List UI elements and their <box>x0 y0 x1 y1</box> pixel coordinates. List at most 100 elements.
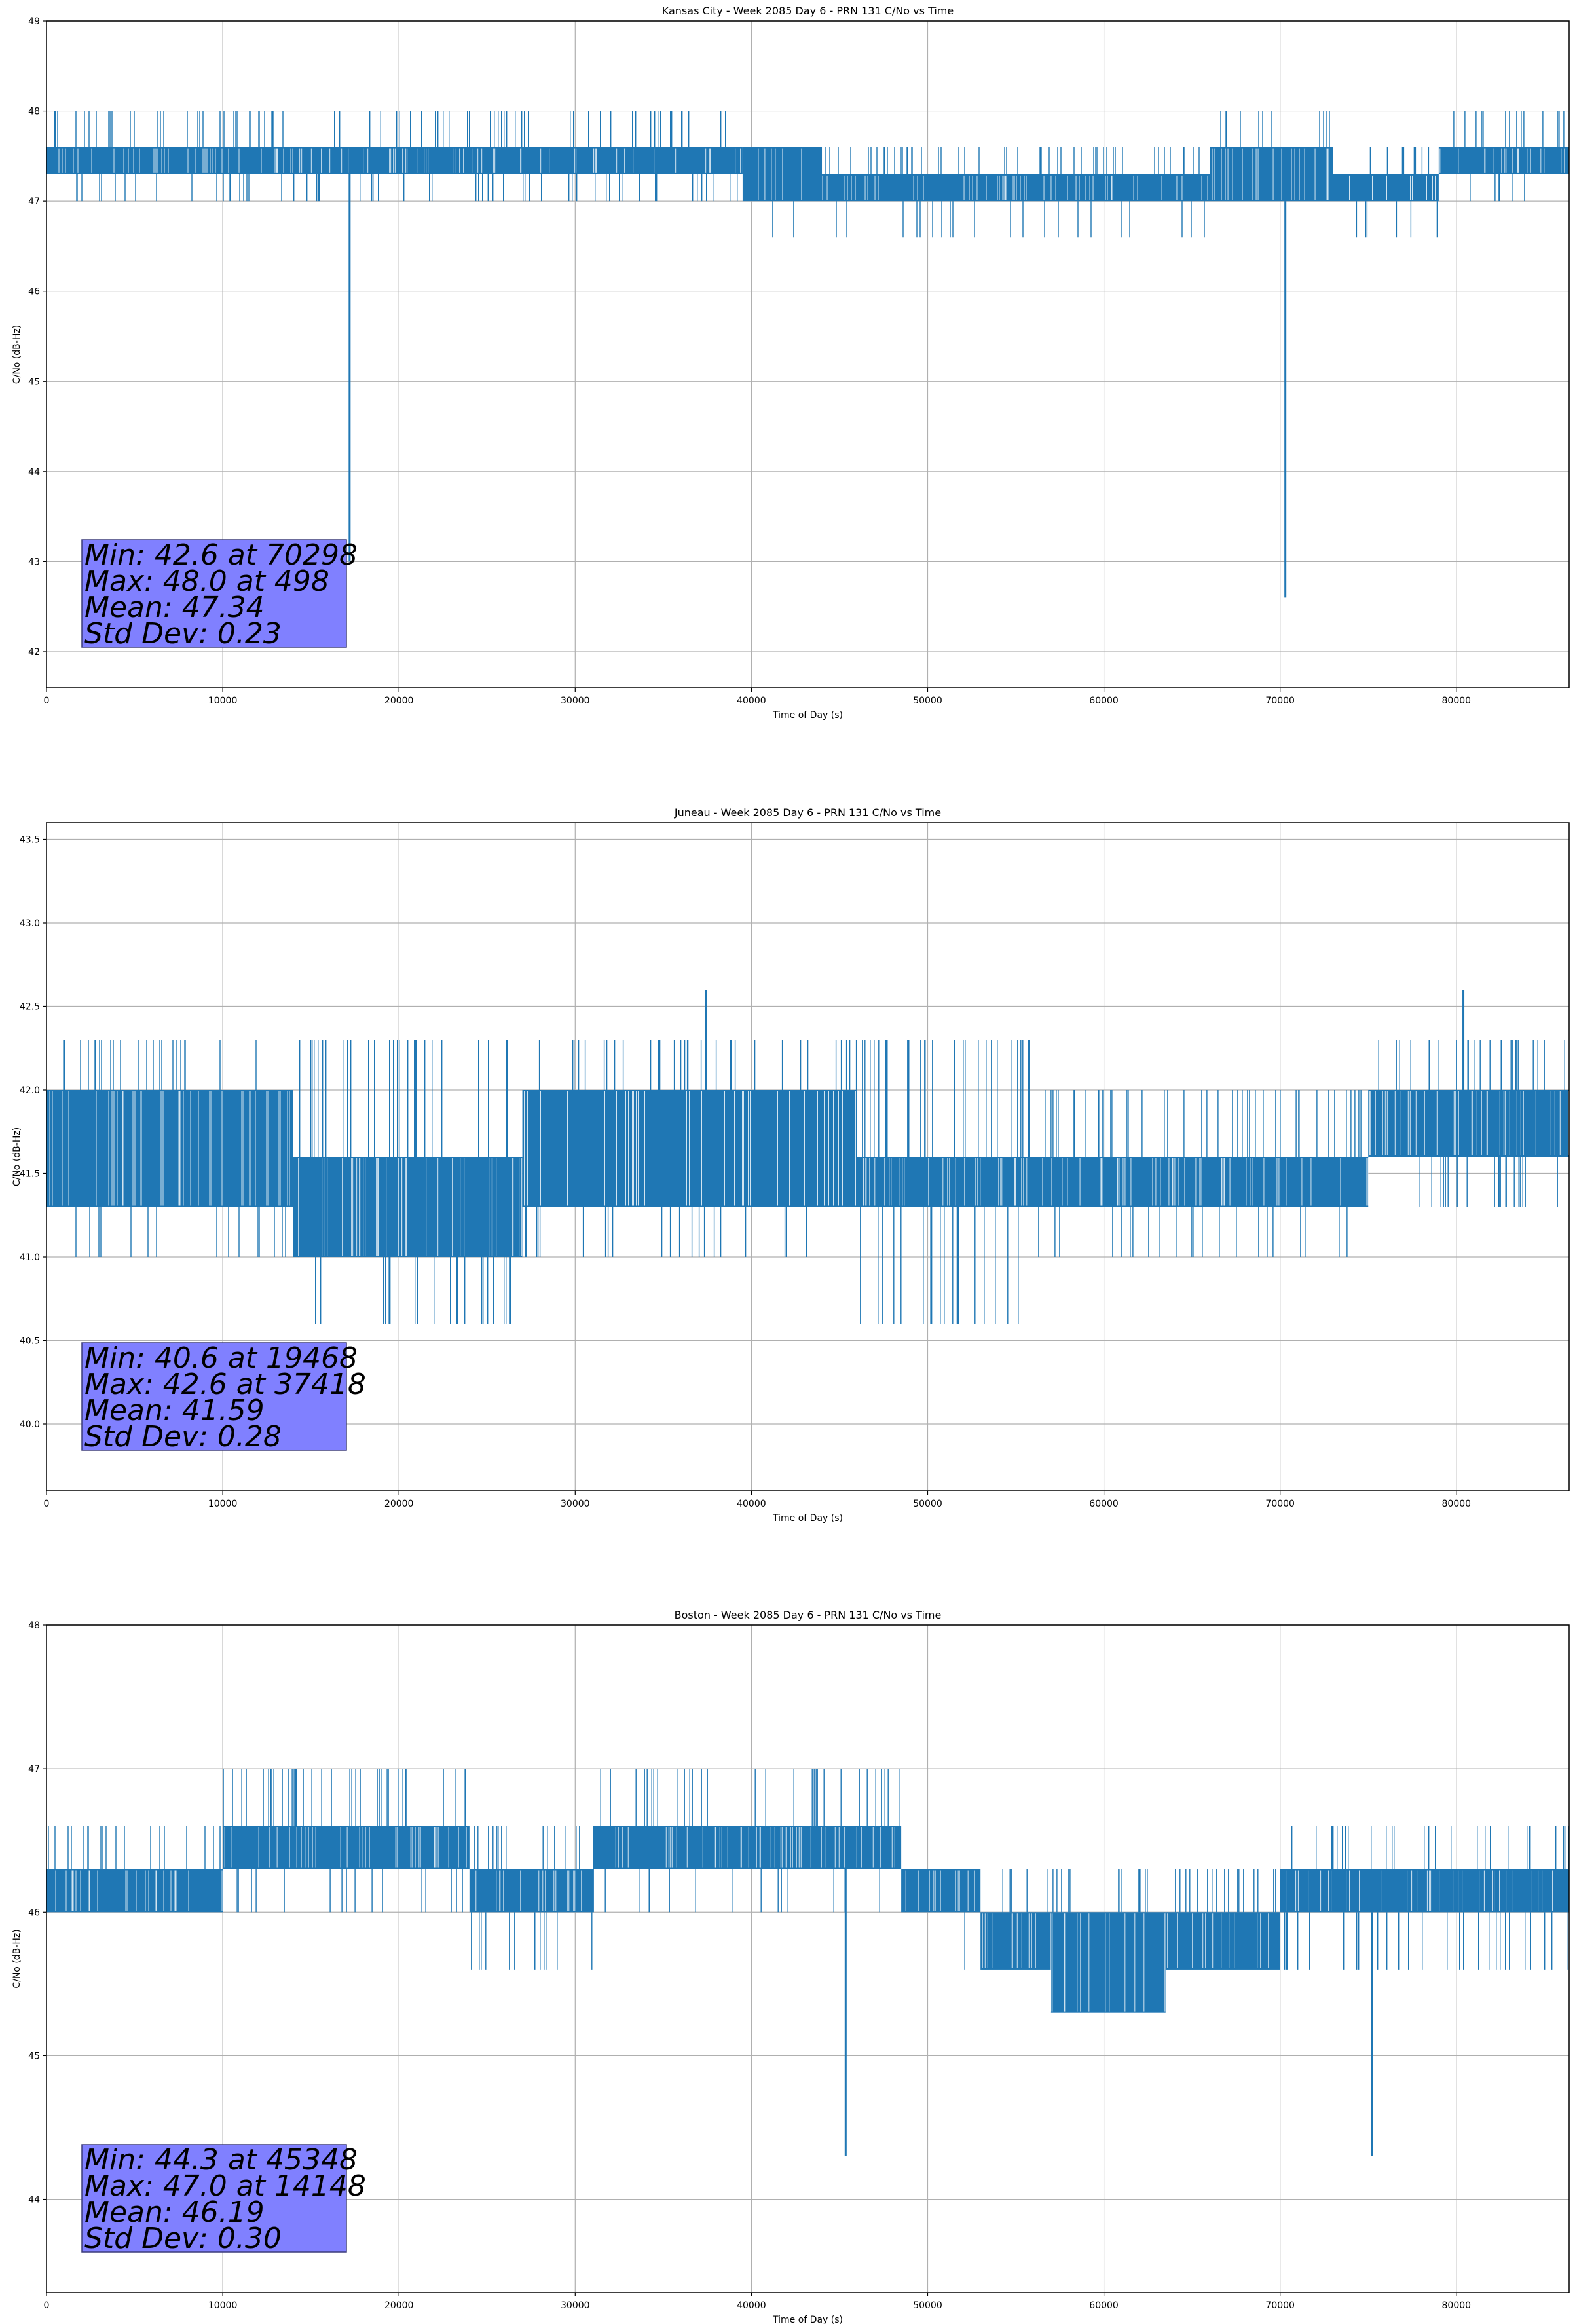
y-tick-label: 43.0 <box>20 918 40 929</box>
y-tick-label: 41.5 <box>20 1169 40 1180</box>
series-cno <box>46 990 1569 1324</box>
series-band <box>469 1869 593 1913</box>
axes-frame <box>46 1624 1570 2293</box>
x-tick-label: 20000 <box>384 1499 414 1509</box>
x-axis-label: Time of Day (s) <box>772 2315 843 2324</box>
stats-box-background <box>81 539 347 648</box>
y-tick-label: 41.0 <box>20 1252 40 1263</box>
y-tick-label: 43 <box>28 557 40 567</box>
series-band <box>1438 147 1569 174</box>
y-axis-label: C/No (dB-Hz) <box>12 1127 22 1186</box>
y-tick-label: 49 <box>28 16 40 27</box>
x-tick-label: 80000 <box>1442 2300 1472 2311</box>
x-tick-label: 10000 <box>208 1499 238 1509</box>
series-band <box>1165 1912 1280 1970</box>
series-band <box>857 1157 1033 1207</box>
x-tick-label: 30000 <box>561 696 590 706</box>
y-tick-label: 47 <box>28 1764 40 1774</box>
stats-line: Min: 42.6 at 70298 <box>84 538 358 572</box>
x-tick-label: 40000 <box>737 696 766 706</box>
x-tick-label: 30000 <box>561 1499 590 1509</box>
stats-line: Std Dev: 0.30 <box>84 2222 282 2255</box>
chart-title: Kansas City - Week 2085 Day 6 - PRN 131 … <box>662 5 954 17</box>
x-tick-label: 50000 <box>913 2300 942 2311</box>
x-tick-label: 20000 <box>384 696 414 706</box>
y-tick-label: 40.5 <box>20 1336 40 1347</box>
series-band <box>46 1090 293 1207</box>
y-tick-label: 45 <box>28 2051 40 2061</box>
x-tick-label: 40000 <box>737 2300 766 2311</box>
chart-title: Juneau - Week 2085 Day 6 - PRN 131 C/No … <box>674 806 941 819</box>
stats-line: Max: 47.0 at 14148 <box>84 2169 366 2203</box>
series-band <box>293 147 743 174</box>
y-tick-label: 44 <box>28 467 40 478</box>
series-cno <box>46 111 1569 598</box>
y-tick-label: 47 <box>28 197 40 207</box>
y-tick-label: 46 <box>28 287 40 297</box>
y-tick-label: 44 <box>28 2195 40 2205</box>
series-band <box>593 1826 902 1869</box>
y-tick-label: 48 <box>28 107 40 117</box>
series-band <box>980 1912 1051 1970</box>
x-axis-label: Time of Day (s) <box>772 710 843 721</box>
series-band <box>293 1157 523 1257</box>
x-tick-label: 70000 <box>1265 696 1295 706</box>
stats-line: Std Dev: 0.28 <box>84 1420 282 1453</box>
x-tick-label: 10000 <box>208 696 238 706</box>
stats-box-background <box>81 2144 347 2253</box>
series-band <box>742 147 823 202</box>
x-tick-label: 10000 <box>208 2300 238 2311</box>
y-tick-label: 42 <box>28 647 40 658</box>
stats-box-background <box>81 1342 347 1451</box>
stats-line: Mean: 46.19 <box>84 2196 265 2229</box>
x-tick-label: 0 <box>44 2300 50 2311</box>
series-band <box>522 1090 857 1207</box>
series-band <box>1368 1090 1569 1157</box>
y-tick-label: 42.0 <box>20 1085 40 1096</box>
stats-line: Max: 48.0 at 498 <box>84 565 329 598</box>
stats-line: Max: 42.6 at 37418 <box>84 1368 366 1401</box>
x-tick-label: 80000 <box>1442 696 1472 706</box>
axes-frame <box>46 20 1570 688</box>
chart-panel-1: 0 10000 20000 30000 40000 50000 60000 70000 8000… <box>12 5 1570 721</box>
stats-line: Min: 40.6 at 19468 <box>84 1341 358 1375</box>
series-band <box>46 147 293 174</box>
chart-panel-3: 0 10000 20000 30000 40000 50000 60000 70000 8000… <box>12 1609 1570 2324</box>
axes-frame <box>46 822 1570 1491</box>
y-tick-label: 45 <box>28 377 40 387</box>
stats-line: Mean: 41.59 <box>84 1394 265 1427</box>
series-band <box>1333 174 1439 202</box>
x-tick-label: 40000 <box>737 1499 766 1509</box>
y-tick-label: 48 <box>28 1621 40 1631</box>
series-cno <box>46 1769 1570 2156</box>
x-axis-label: Time of Day (s) <box>772 1513 843 1524</box>
x-tick-label: 30000 <box>561 2300 590 2311</box>
chart-panel-2: 0 10000 20000 30000 40000 50000 60000 70000 8000… <box>12 806 1570 1524</box>
stats-line: Mean: 47.34 <box>84 591 265 624</box>
x-tick-label: 20000 <box>384 2300 414 2311</box>
chart-title: Boston - Week 2085 Day 6 - PRN 131 C/No … <box>675 1609 942 1621</box>
x-tick-label: 50000 <box>913 1499 942 1509</box>
y-tick-label: 43.5 <box>20 835 40 846</box>
x-tick-label: 0 <box>44 1499 50 1509</box>
x-tick-label: 80000 <box>1442 1499 1472 1509</box>
series-band <box>1050 1912 1166 2013</box>
x-tick-label: 70000 <box>1265 2300 1295 2311</box>
x-tick-label: 60000 <box>1089 696 1119 706</box>
x-tick-label: 0 <box>44 696 50 706</box>
x-tick-label: 50000 <box>913 696 942 706</box>
y-axis-label: C/No (dB-Hz) <box>12 1929 22 1988</box>
y-axis-label: C/No (dB-Hz) <box>12 325 22 384</box>
y-tick-label: 40.0 <box>20 1419 40 1430</box>
x-tick-label: 60000 <box>1089 2300 1119 2311</box>
y-tick-label: 46 <box>28 1907 40 1918</box>
series-spikes <box>75 1040 1565 1324</box>
series-band <box>822 174 1210 202</box>
series-band <box>1280 1869 1569 1913</box>
series-band <box>901 1869 981 1913</box>
y-tick-label: 42.5 <box>20 1002 40 1013</box>
